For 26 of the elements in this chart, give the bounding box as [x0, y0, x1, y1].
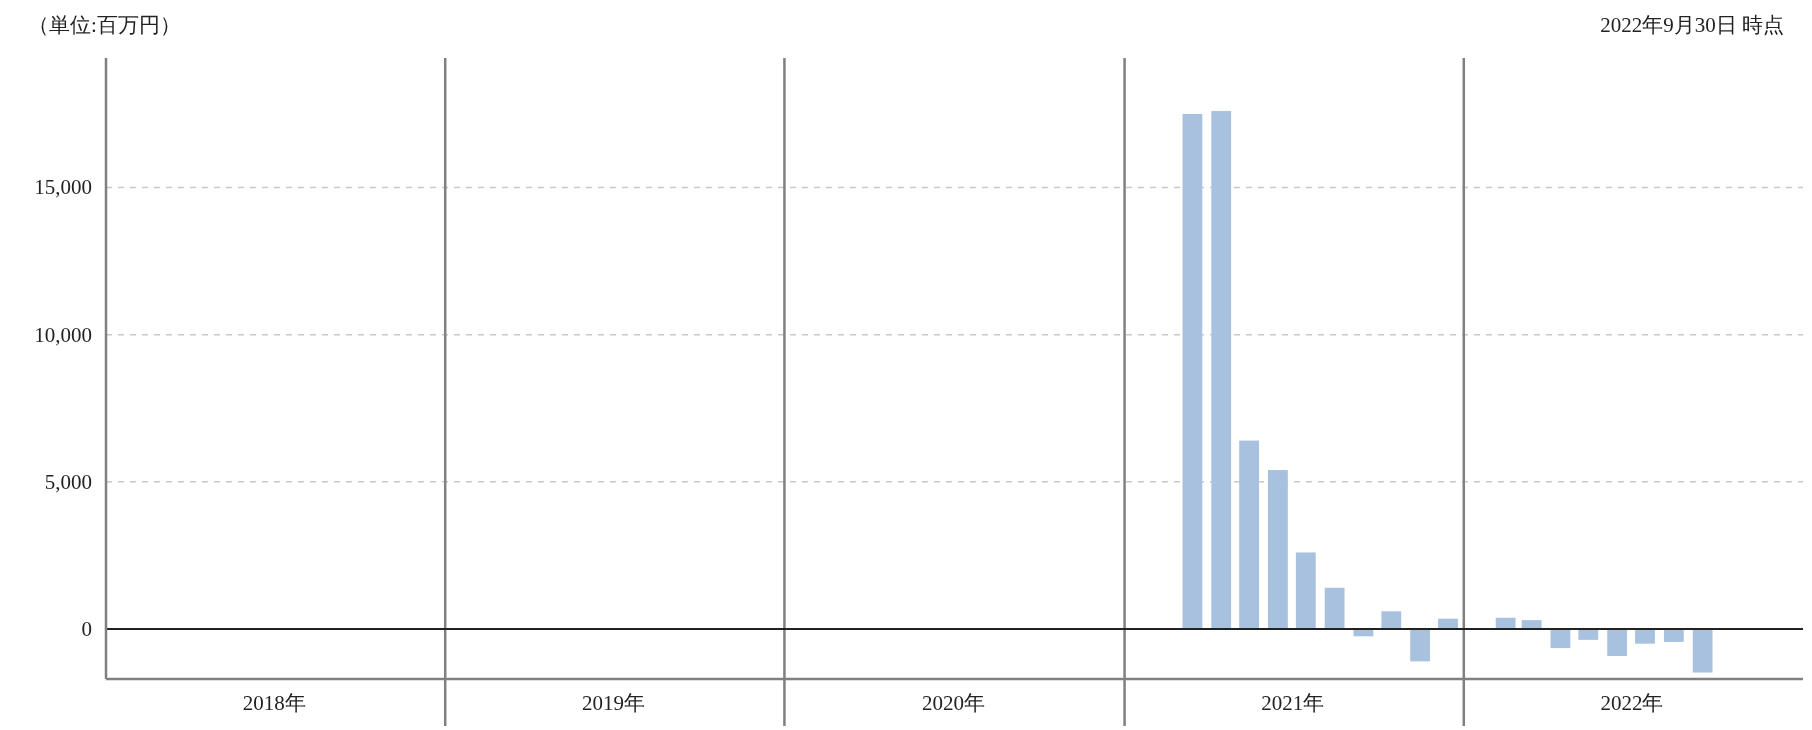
y-axis-title: （単位:百万円）	[28, 13, 181, 37]
x-tick-label: 2022年	[1600, 691, 1664, 715]
bar	[1295, 552, 1316, 629]
y-tick-label: 10,000	[34, 322, 92, 347]
x-tick-label: 2021年	[1261, 691, 1325, 715]
text: 2022年9月30日 時点	[1600, 13, 1784, 37]
bar	[1268, 470, 1288, 629]
y-tick-label: 0	[81, 616, 92, 641]
bar	[1607, 628, 1628, 657]
bar	[1239, 440, 1259, 629]
bar	[1635, 628, 1655, 644]
bar	[1324, 587, 1345, 629]
y-tick-label: 5,000	[44, 469, 92, 494]
x-tick-label: 2018年	[242, 691, 306, 715]
bar	[1578, 628, 1599, 640]
y-tick-label: 15,000	[34, 175, 92, 200]
bar	[1381, 611, 1402, 629]
bar	[1495, 617, 1516, 629]
x-tick-label: 2020年	[922, 691, 986, 715]
x-tick-label: 2019年	[581, 691, 645, 715]
bar	[1663, 628, 1684, 642]
bar	[1211, 110, 1232, 629]
bar	[1182, 113, 1203, 629]
bar	[1692, 628, 1713, 673]
bar	[1410, 628, 1430, 662]
bar	[1550, 628, 1571, 649]
